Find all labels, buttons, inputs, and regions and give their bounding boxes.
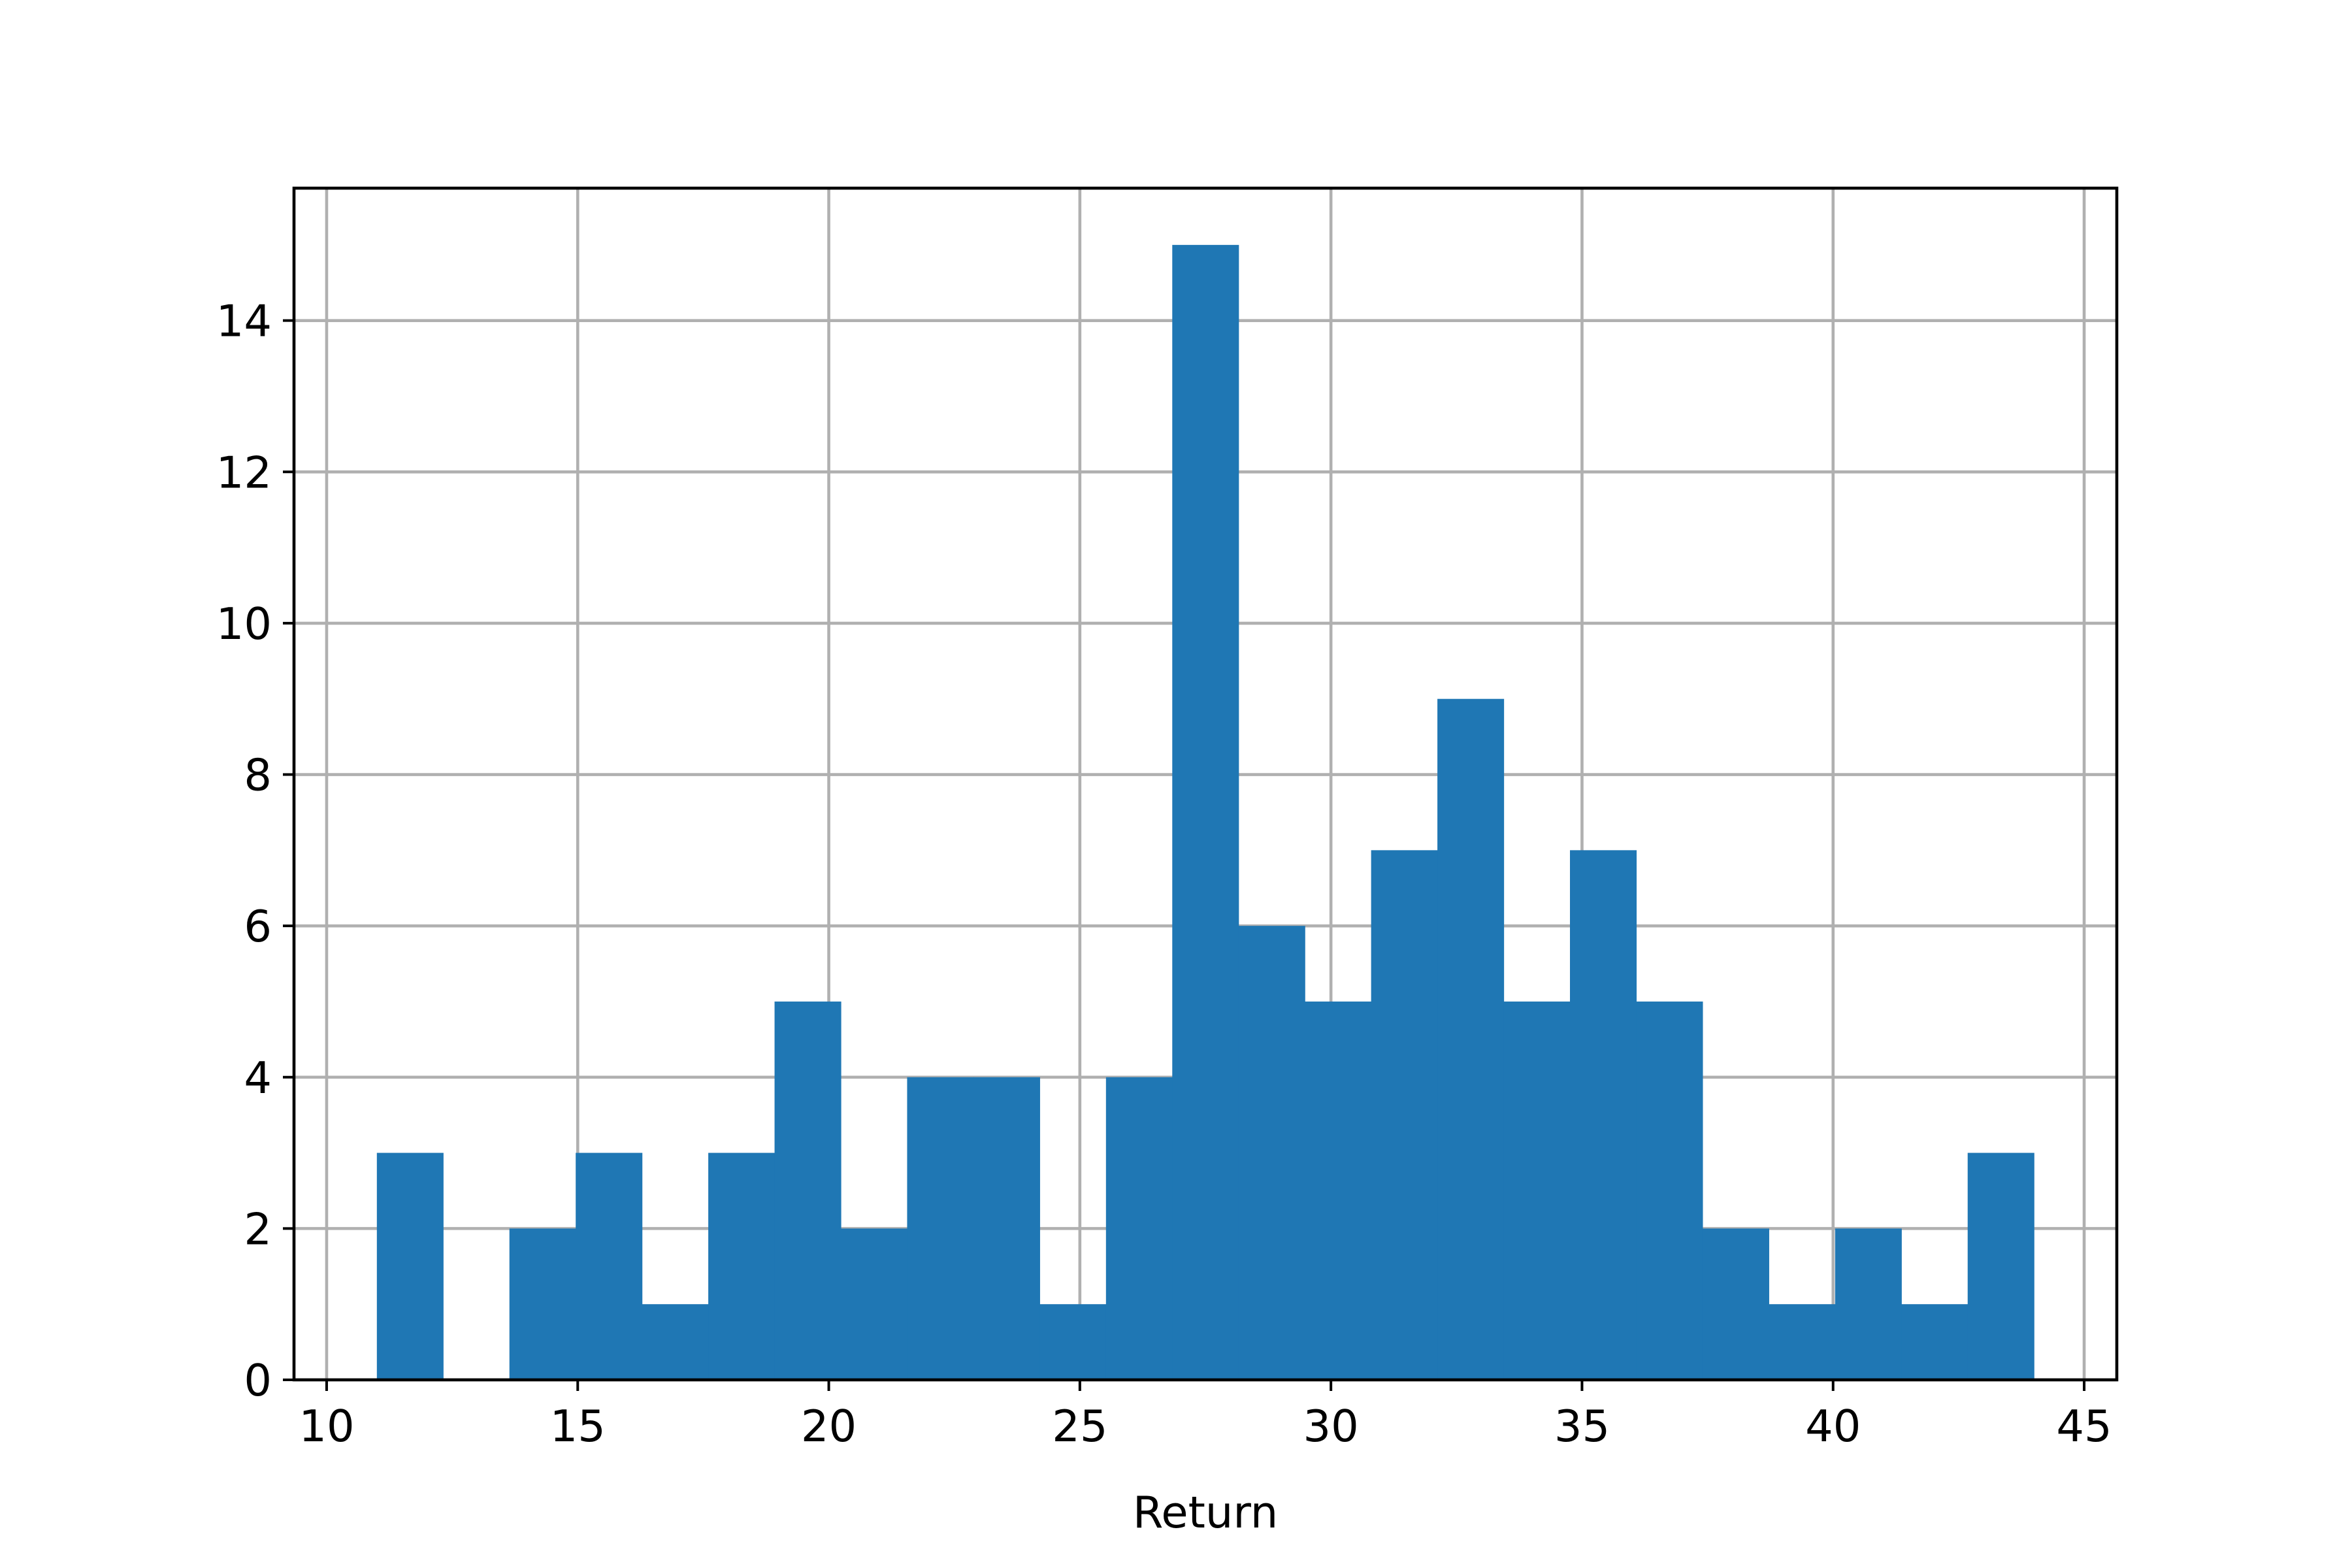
histogram-bar [1769,1304,1836,1380]
histogram-bar [376,1152,444,1380]
histogram-bar [1105,1077,1173,1380]
x-axis-label: Return [1133,1487,1278,1538]
histogram-bar [841,1228,908,1380]
histogram-bar [1901,1304,1968,1380]
histogram-bar [907,1077,974,1380]
x-tick-label: 10 [299,1401,354,1452]
x-tick-label: 15 [550,1401,606,1452]
x-axis-ticks: 10 15 20 25 30 35 40 45 [299,1380,2112,1452]
histogram-bar [1039,1304,1107,1380]
histogram-bar [1238,926,1305,1380]
y-tick-label: 6 [244,901,272,952]
histogram-bar [1636,1001,1703,1380]
histogram-bar [1570,850,1637,1380]
y-tick-label: 8 [244,750,272,801]
histogram-bar [774,1001,841,1380]
y-tick-label: 12 [216,447,272,498]
histogram-bar [1835,1228,1902,1380]
y-tick-label: 14 [216,296,272,347]
y-axis-ticks: 0 2 4 6 8 10 12 14 [216,296,294,1406]
histogram-bar [1172,244,1239,1380]
histogram-bar [1503,1001,1571,1380]
x-tick-label: 25 [1052,1401,1107,1452]
y-tick-label: 0 [244,1355,272,1406]
y-tick-label: 2 [244,1203,272,1254]
x-tick-label: 20 [801,1401,857,1452]
bars [376,244,2034,1380]
histogram-bar [1702,1228,1769,1380]
plot-frame [292,186,2119,1382]
histogram-bar [642,1304,709,1380]
histogram-bar [1371,850,1438,1380]
histogram-bar [708,1152,776,1380]
x-tick-label: 30 [1303,1401,1359,1452]
histogram-bar [973,1077,1040,1380]
histogram-bar [1305,1001,1372,1380]
y-tick-label: 10 [216,598,272,649]
histogram-bar [1967,1152,2034,1380]
histogram-bar [1437,698,1505,1380]
x-tick-label: 35 [1554,1401,1610,1452]
x-tick-label: 40 [1805,1401,1861,1452]
histogram-bar [576,1152,643,1380]
x-tick-label: 45 [2056,1401,2112,1452]
y-tick-label: 4 [244,1053,272,1103]
histogram-bar [509,1228,576,1380]
